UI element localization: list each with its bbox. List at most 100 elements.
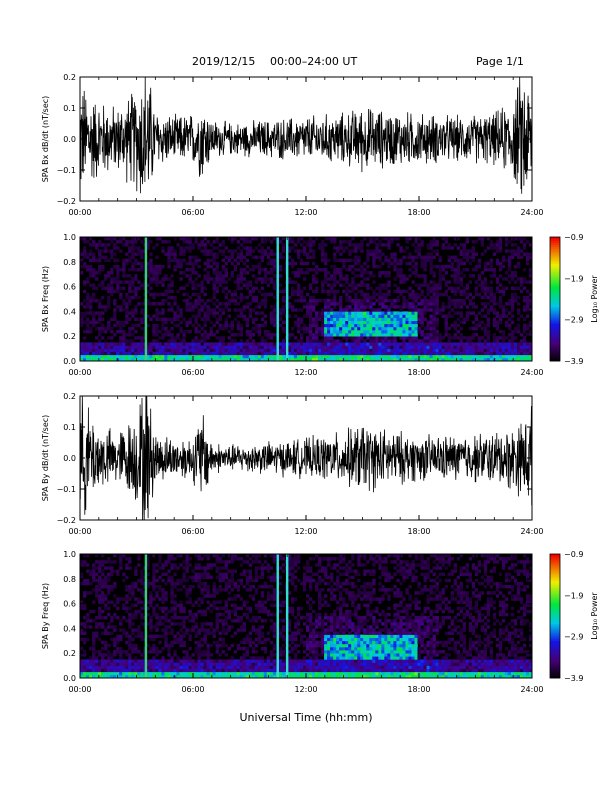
heat-cell bbox=[113, 289, 117, 294]
heat-cell bbox=[104, 665, 108, 669]
heat-cell bbox=[131, 249, 135, 253]
heat-cell bbox=[155, 612, 159, 617]
heat-cell bbox=[194, 662, 198, 666]
heat-cell bbox=[456, 348, 460, 352]
heat-cell bbox=[360, 268, 364, 272]
heat-cell bbox=[507, 299, 512, 303]
heat-cell bbox=[125, 243, 129, 247]
heat-cell bbox=[420, 339, 424, 343]
heat-cell bbox=[429, 302, 433, 306]
heat-cell bbox=[140, 252, 144, 256]
heat-cell bbox=[315, 345, 319, 349]
heat-cell bbox=[324, 237, 328, 241]
heat-cell bbox=[405, 237, 409, 241]
heat-cell bbox=[525, 255, 530, 259]
heat-cell bbox=[191, 286, 195, 290]
heat-cell bbox=[423, 308, 427, 312]
heat-cell bbox=[462, 246, 466, 250]
heat-cell bbox=[290, 292, 295, 297]
heat-cell bbox=[519, 354, 524, 359]
heat-cell bbox=[203, 252, 207, 256]
heat-cell bbox=[528, 345, 533, 349]
colorbar-cell bbox=[550, 241, 560, 244]
heat-cell bbox=[315, 339, 319, 343]
heat-cell bbox=[429, 333, 433, 337]
heat-cell bbox=[293, 243, 298, 247]
heat-cell bbox=[429, 342, 433, 346]
heat-cell bbox=[477, 348, 482, 352]
heat-cell bbox=[176, 345, 180, 349]
heat-cell bbox=[224, 246, 228, 250]
heat-cell bbox=[363, 317, 367, 321]
heat-cell bbox=[513, 330, 518, 334]
heat-cell bbox=[260, 268, 265, 272]
heat-cell bbox=[474, 292, 479, 297]
heat-cell bbox=[80, 631, 84, 635]
colorbar-cell bbox=[550, 315, 560, 318]
heat-cell bbox=[299, 258, 304, 263]
heat-cell bbox=[128, 557, 132, 561]
heat-cell bbox=[128, 585, 132, 589]
heat-cell bbox=[155, 671, 159, 676]
heat-cell bbox=[125, 252, 129, 256]
colorbar-cell bbox=[550, 265, 560, 269]
heat-cell bbox=[384, 286, 388, 290]
heat-cell bbox=[510, 345, 515, 349]
heat-cell bbox=[363, 333, 367, 337]
heat-cell bbox=[468, 354, 473, 359]
heat-cell bbox=[245, 330, 250, 334]
heat-cell bbox=[405, 357, 409, 362]
heat-cell bbox=[233, 345, 237, 349]
heat-cell bbox=[173, 351, 177, 356]
heat-cell bbox=[504, 271, 509, 275]
heat-cell bbox=[101, 286, 105, 290]
heat-cell bbox=[438, 274, 442, 278]
heat-cell bbox=[188, 342, 192, 346]
heat-cell bbox=[366, 333, 370, 337]
heat-cell bbox=[342, 348, 346, 352]
heat-cell bbox=[363, 348, 367, 352]
heat-cell bbox=[296, 289, 301, 294]
heat-cell bbox=[510, 302, 515, 306]
heat-cell bbox=[302, 330, 307, 334]
heat-cell bbox=[480, 345, 485, 349]
heat-cell bbox=[209, 311, 213, 315]
heat-cell bbox=[480, 286, 485, 290]
heat-cell bbox=[465, 348, 470, 352]
heat-cell bbox=[528, 252, 533, 256]
heat-cell bbox=[92, 342, 96, 346]
heat-cell bbox=[152, 597, 156, 601]
heat-cell bbox=[245, 317, 250, 321]
heat-cell bbox=[254, 255, 259, 259]
heat-cell bbox=[167, 255, 171, 259]
heat-cell bbox=[188, 609, 192, 614]
heat-cell bbox=[459, 283, 463, 287]
heat-cell bbox=[227, 258, 231, 263]
heat-cell bbox=[459, 271, 463, 275]
heat-cell bbox=[417, 292, 421, 297]
heat-cell bbox=[251, 237, 256, 241]
heat-cell bbox=[351, 323, 355, 328]
colorbar-cell bbox=[550, 311, 560, 314]
heat-cell bbox=[215, 317, 219, 321]
heat-cell bbox=[218, 348, 222, 352]
heat-cell bbox=[309, 305, 313, 309]
heat-cell bbox=[450, 268, 454, 272]
heat-cell bbox=[441, 308, 445, 312]
heat-cell bbox=[182, 625, 186, 629]
heat-cell bbox=[155, 634, 159, 638]
heat-cell bbox=[98, 585, 102, 589]
heat-cell bbox=[167, 659, 171, 663]
heat-cell bbox=[489, 308, 494, 312]
heat-cell bbox=[450, 261, 454, 266]
heat-cell bbox=[164, 640, 168, 645]
heat-cell bbox=[309, 336, 313, 340]
heat-cell bbox=[378, 295, 382, 300]
heat-cell bbox=[212, 631, 216, 635]
heat-cell bbox=[465, 342, 470, 346]
series-line bbox=[80, 396, 532, 520]
heat-cell bbox=[309, 317, 313, 321]
heat-cell bbox=[167, 339, 171, 343]
heat-cell bbox=[104, 653, 108, 657]
heat-cell bbox=[260, 292, 265, 297]
